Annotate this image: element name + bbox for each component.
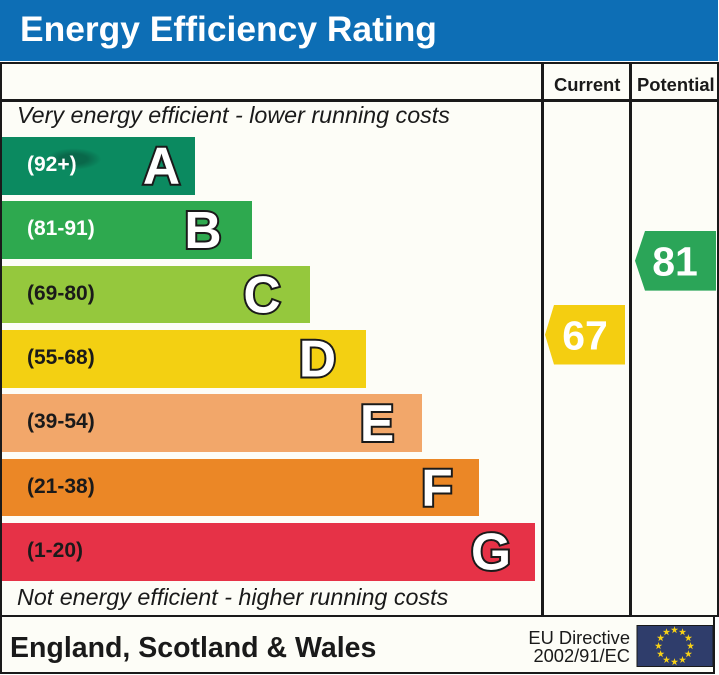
svg-text:67: 67 (562, 312, 608, 358)
svg-text:D: D (299, 330, 336, 388)
svg-text:E: E (360, 394, 394, 452)
svg-text:81: 81 (652, 238, 698, 284)
svg-text:A: A (143, 137, 180, 195)
svg-text:G: G (471, 523, 511, 581)
svg-text:F: F (421, 458, 452, 516)
svg-text:B: B (184, 201, 221, 259)
svg-text:C: C (243, 265, 280, 323)
